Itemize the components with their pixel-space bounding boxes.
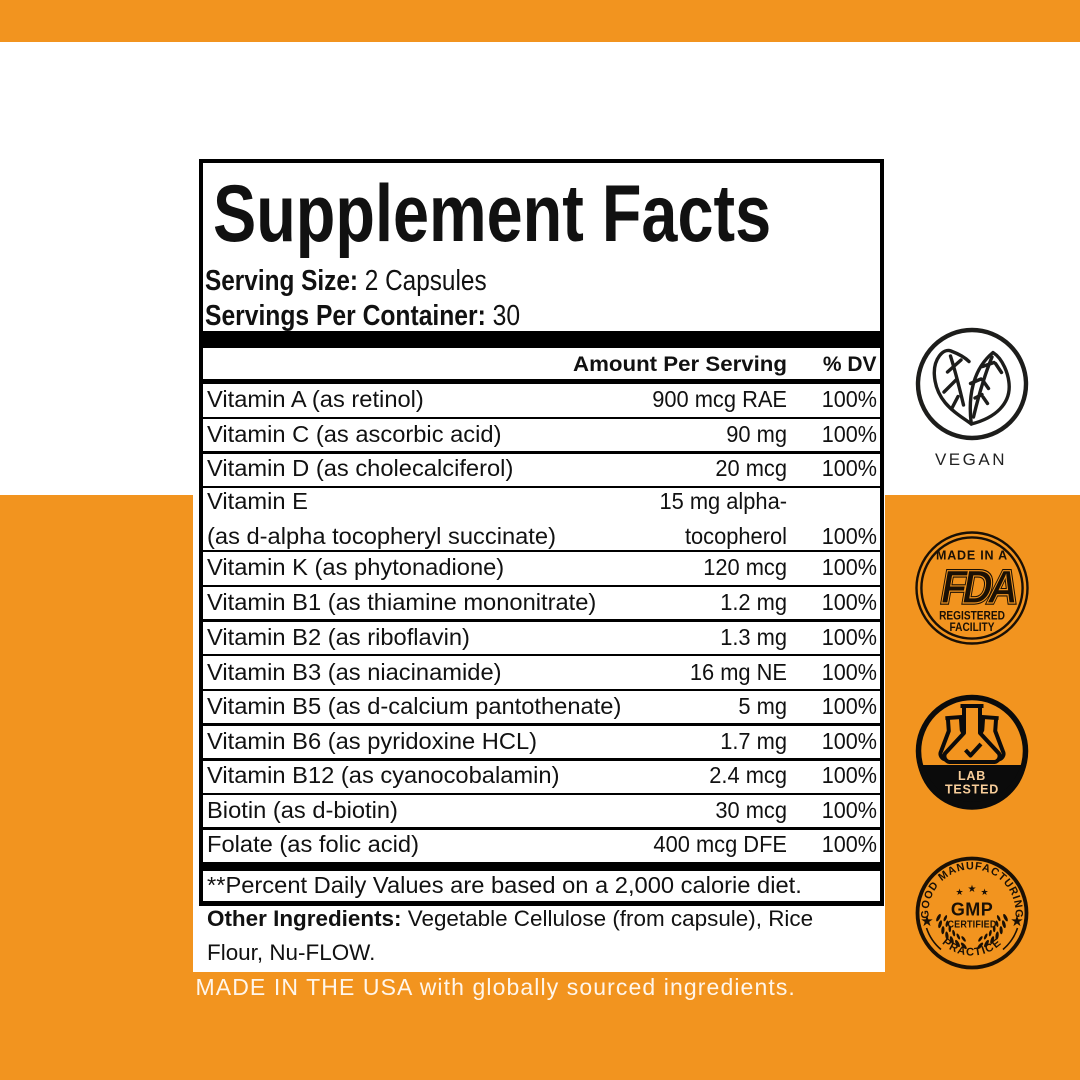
svg-text:LAB: LAB	[958, 769, 986, 783]
svg-text:★: ★	[955, 887, 963, 897]
svg-text:★: ★	[968, 884, 977, 895]
svg-text:FDA: FDA	[937, 562, 1023, 614]
svg-text:GMP: GMP	[951, 900, 993, 920]
svg-text:CERTIFIED: CERTIFIED	[947, 919, 996, 931]
svg-text:★: ★	[920, 913, 933, 930]
svg-text:★: ★	[1010, 913, 1023, 930]
svg-text:TESTED: TESTED	[945, 782, 999, 796]
svg-text:★: ★	[980, 887, 988, 897]
svg-text:PRACTICE: PRACTICE	[940, 936, 1004, 958]
svg-text:MADE IN A: MADE IN A	[936, 549, 1008, 563]
svg-text:FDA: FDA	[937, 562, 1023, 614]
svg-text:REGISTERED: REGISTERED	[939, 610, 1005, 623]
svg-text:FACILITY: FACILITY	[950, 621, 996, 634]
